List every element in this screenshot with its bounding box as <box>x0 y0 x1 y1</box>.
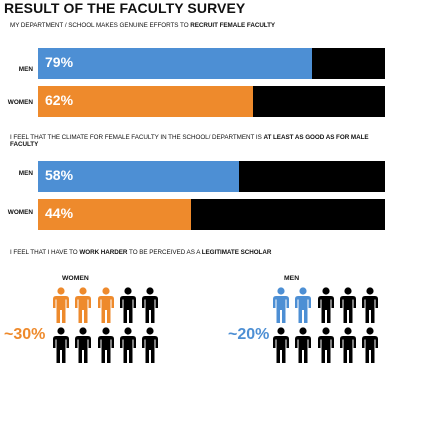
person-icon-highlighted <box>75 287 92 323</box>
women-label-2: WOMEN <box>7 209 33 216</box>
question-2-bold: AT LEAST AS GOOD AS FOR MALE FACULTY <box>10 134 369 149</box>
bar-track-women-1: 62% <box>38 86 385 117</box>
women-label-1: WOMEN <box>7 99 33 106</box>
question-3: I FEEL THAT I HAVE TO WORK HARDER TO BE … <box>10 249 390 256</box>
question-3-bold-2: LEGITIMATE SCHOLAR <box>201 249 272 256</box>
person-icon <box>362 287 379 323</box>
question-1-text: MY DEPARTMENT / SCHOOL MAKES GENUINE EFF… <box>10 22 191 29</box>
person-icon <box>119 287 136 323</box>
person-icon <box>295 327 312 363</box>
person-icon <box>273 327 289 363</box>
pictogram-row <box>272 327 383 364</box>
men-percent: ~20% <box>228 326 270 343</box>
men-label-1: MEN <box>18 66 33 73</box>
person-icon-highlighted <box>295 287 312 323</box>
bar-men-2: 58% <box>38 161 240 192</box>
bar-women-1: 62% <box>38 86 254 117</box>
women-group-label: WOMEN <box>62 275 89 282</box>
men-group-label: MEN <box>284 275 300 282</box>
chart-title: RESULT OF THE FACULTY SURVEY <box>4 0 246 16</box>
pictogram-row <box>52 327 163 364</box>
question-3-text: I FEEL THAT I HAVE TO <box>10 249 80 256</box>
question-1-bold: RECRUIT FEMALE FACULTY <box>190 22 276 29</box>
person-icon-highlighted <box>273 287 289 323</box>
person-icon <box>97 327 114 363</box>
question-1: MY DEPARTMENT / SCHOOL MAKES GENUINE EFF… <box>10 22 390 29</box>
bar-value-women-1: 62% <box>45 92 74 108</box>
person-icon <box>75 327 92 363</box>
person-icon <box>317 287 334 323</box>
person-icon <box>339 287 356 323</box>
person-icon <box>142 327 159 363</box>
bar-track-men-2: 58% <box>38 161 385 192</box>
bar-value-men-2: 58% <box>45 167 74 183</box>
bar-track-men-1: 79% <box>38 48 385 79</box>
person-icon <box>53 327 69 363</box>
bar-men-1: 79% <box>38 48 313 79</box>
women-percent: ~30% <box>4 326 46 343</box>
pictogram-row <box>272 287 383 324</box>
person-icon <box>339 327 356 363</box>
question-2-text: I FEEL THAT THE CLIMATE FOR FEMALE FACUL… <box>10 134 264 141</box>
person-icon <box>317 327 334 363</box>
bar-track-women-2: 44% <box>38 199 385 230</box>
question-3-text-2: TO BE PERCEIVED AS A <box>127 249 202 256</box>
person-icon <box>119 327 136 363</box>
bar-value-women-2: 44% <box>45 205 74 221</box>
bar-women-2: 44% <box>38 199 191 230</box>
person-icon <box>142 287 159 323</box>
pictogram-row <box>52 287 163 324</box>
person-icon-highlighted <box>97 287 114 323</box>
question-2: I FEEL THAT THE CLIMATE FOR FEMALE FACUL… <box>10 134 390 149</box>
men-label-2: MEN <box>18 170 33 177</box>
bar-value-men-1: 79% <box>45 54 74 70</box>
question-3-bold: WORK HARDER <box>79 249 128 256</box>
person-icon <box>362 327 379 363</box>
person-icon-highlighted <box>53 287 69 323</box>
